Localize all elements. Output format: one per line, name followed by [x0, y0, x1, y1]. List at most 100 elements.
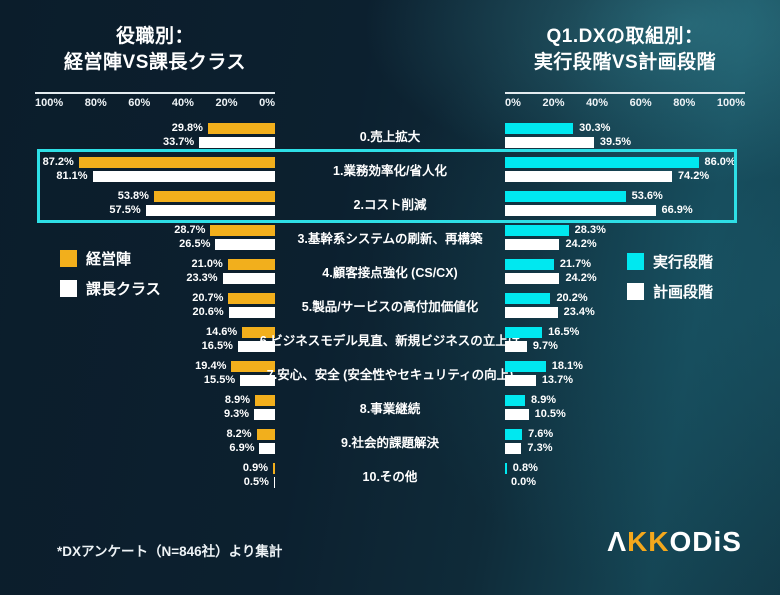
- right-bar-pair: 30.3% 39.5%: [505, 122, 745, 148]
- axis-tick: 60%: [128, 97, 151, 109]
- category-cell: 1.業務効率化/省人化: [275, 160, 505, 179]
- right-chart-title-line2: 実行段階VS計画段階: [533, 52, 717, 73]
- right-bar-pair: 0.8% 0.0%: [505, 462, 745, 488]
- bar-value-label: 74.2%: [677, 169, 710, 182]
- bar-management: [207, 122, 275, 134]
- bar-value-label: 57.5%: [109, 203, 141, 216]
- left-bar-line: 15.5%: [35, 374, 275, 386]
- left-bar-line: 20.7%: [35, 292, 275, 304]
- category-row: 19.4% 15.5% 7.安心、安全 (安全性やセキュリティの向上) 18.1% 13…: [35, 356, 745, 390]
- left-bar-pair: 28.7% 26.5%: [35, 224, 275, 250]
- left-axis-ticks: 100% 80% 60% 40% 20% 0%: [35, 97, 275, 110]
- bar-management: [228, 292, 275, 304]
- right-axis: 0% 20% 40% 60% 80% 100%: [505, 92, 745, 110]
- axis-tick: 100%: [716, 97, 745, 109]
- left-chart-title: 役職別： 経営陣VS課長クラス: [35, 24, 275, 76]
- axis-tick: 40%: [171, 97, 194, 109]
- bar-value-label: 53.6%: [631, 189, 663, 202]
- bar-value-label: 7.3%: [527, 441, 553, 454]
- left-axis: 100% 80% 60% 40% 20% 0%: [35, 92, 275, 110]
- right-bar-line: 7.3%: [505, 441, 745, 454]
- section-chief-swatch: [60, 280, 77, 297]
- bar-planning: [505, 306, 558, 318]
- category-label: 4.顧客接点強化 (CS/CX): [322, 265, 458, 280]
- category-cell: 3.基幹系システムの刷新、再構築: [275, 228, 505, 247]
- bar-value-label: 24.2%: [565, 271, 597, 284]
- bar-value-label: 19.4%: [195, 359, 227, 372]
- right-bar-line: 0.8%: [505, 462, 745, 474]
- bar-section-chief: [240, 374, 275, 386]
- left-bar-pair: 29.8% 33.7%: [35, 121, 275, 148]
- bar-execution: [505, 190, 626, 202]
- management-swatch: [60, 250, 77, 267]
- bar-planning: [505, 272, 560, 284]
- right-bar-line: 18.1%: [505, 360, 745, 372]
- legend-label: 実行段階: [653, 254, 714, 271]
- legend-item-section-chief: 課長クラス: [60, 278, 161, 299]
- category-label: 6.ビジネスモデル見直、新規ビジネスの立上げ: [259, 333, 521, 348]
- bar-execution: [505, 122, 574, 134]
- left-bar-pair: 19.4% 15.5%: [35, 359, 275, 386]
- left-bar-line: 57.5%: [35, 203, 275, 216]
- bar-management: [254, 394, 275, 406]
- category-label: 3.基幹系システムの刷新、再構築: [297, 231, 483, 246]
- bar-execution: [505, 360, 546, 372]
- right-chart-title: Q1.DXの取組別： 実行段階VS計画段階: [505, 24, 745, 76]
- category-label: 1.業務効率化/省人化: [333, 163, 447, 178]
- bar-management: [242, 326, 275, 338]
- bar-management: [256, 428, 275, 440]
- planning-swatch: [627, 283, 644, 300]
- right-bar-line: 20.2%: [505, 292, 745, 304]
- category-row: 21.0% 23.3% 4.顧客接点強化 (CS/CX) 21.7% 24.2%: [35, 254, 745, 288]
- bar-value-label: 21.0%: [191, 257, 223, 270]
- bar-value-label: 16.5%: [201, 339, 233, 352]
- bar-value-label: 9.7%: [532, 339, 558, 352]
- category-cell: 5.製品/サービスの高付加価値化: [275, 296, 505, 315]
- category-row: 28.7% 26.5% 3.基幹系システムの刷新、再構築 28.3% 24.2%: [35, 220, 745, 254]
- category-cell: 2.コスト削減: [275, 194, 505, 213]
- bar-management: [78, 156, 275, 168]
- category-row: 20.7% 20.6% 5.製品/サービスの高付加価値化 20.2% 23.4%: [35, 288, 745, 322]
- bar-value-label: 10.5%: [534, 407, 566, 420]
- bar-value-label: 8.2%: [226, 427, 252, 440]
- bar-planning: [505, 136, 594, 148]
- left-bar-line: 53.8%: [35, 190, 275, 202]
- category-label: 5.製品/サービスの高付加価値化: [301, 299, 479, 314]
- bar-value-label: 33.7%: [162, 135, 195, 148]
- category-label: 0.売上拡大: [359, 129, 421, 144]
- left-bar-line: 29.8%: [35, 121, 275, 134]
- category-label: 9.社会的課題解決: [341, 435, 439, 450]
- right-axis-ticks: 0% 20% 40% 60% 80% 100%: [505, 97, 745, 110]
- left-bar-line: 8.9%: [35, 393, 275, 406]
- bar-value-label: 16.5%: [548, 325, 580, 338]
- bar-value-label: 26.5%: [179, 237, 211, 250]
- right-bar-pair: 7.6% 7.3%: [505, 428, 745, 454]
- bar-value-label: 8.9%: [224, 393, 250, 406]
- bar-value-label: 29.8%: [171, 121, 203, 134]
- axis-tick: 40%: [586, 97, 609, 109]
- left-bar-pair: 20.7% 20.6%: [35, 292, 275, 318]
- bar-planning: [505, 340, 527, 352]
- right-bar-line: 28.3%: [505, 223, 745, 236]
- bar-execution: [505, 258, 554, 270]
- bar-section-chief: [228, 306, 275, 318]
- left-bar-line: 33.7%: [35, 135, 275, 148]
- left-bar-pair: 53.8% 57.5%: [35, 190, 275, 216]
- bar-value-label: 13.7%: [541, 373, 574, 386]
- category-cell: 4.顧客接点強化 (CS/CX): [275, 262, 505, 281]
- bar-value-label: 28.3%: [574, 223, 606, 236]
- right-bar-pair: 21.7% 24.2%: [505, 258, 745, 284]
- bar-value-label: 87.2%: [42, 155, 74, 168]
- right-bar-line: 39.5%: [505, 136, 745, 148]
- bar-value-label: 0.0%: [511, 475, 537, 488]
- category-cell: 7.安心、安全 (安全性やセキュリティの向上): [267, 364, 513, 383]
- chart-rows: 29.8% 33.7% 0.売上拡大 30.3% 39.5% 87.2% 81.1% 1.業務…: [0, 110, 780, 492]
- category-cell: 10.その他: [275, 466, 505, 485]
- right-bar-line: 16.5%: [505, 325, 745, 338]
- bar-planning: [505, 408, 529, 420]
- bar-value-label: 86.0%: [704, 155, 736, 168]
- bar-value-label: 9.3%: [224, 407, 250, 420]
- category-row: 8.9% 9.3% 8.事業継続 8.9% 10.5%: [35, 390, 745, 424]
- legend-label: 経営陣: [86, 251, 132, 268]
- axis-tick: 20%: [215, 97, 238, 109]
